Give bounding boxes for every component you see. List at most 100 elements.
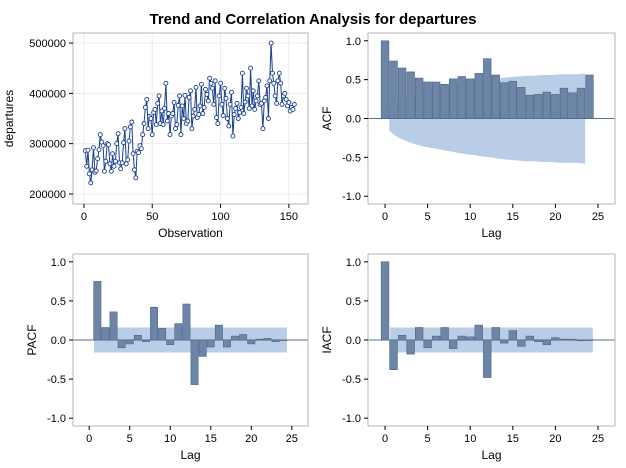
data-point xyxy=(173,126,178,132)
x-tick-label: 10 xyxy=(464,433,476,445)
data-point xyxy=(214,115,219,120)
data-point xyxy=(167,132,173,138)
data-point xyxy=(101,168,107,174)
data-point xyxy=(263,94,269,100)
bar xyxy=(406,339,415,355)
data-point xyxy=(148,116,154,121)
data-point xyxy=(189,126,195,132)
data-point xyxy=(140,132,146,138)
data-point xyxy=(182,92,188,98)
y-tick-label: -1.0 xyxy=(342,413,361,425)
bar xyxy=(133,334,142,341)
x-tick-label: 150 xyxy=(280,211,298,223)
x-tick-label: 20 xyxy=(549,433,561,445)
y-axis-label: ACF xyxy=(320,107,334,131)
bar xyxy=(142,339,150,342)
data-point xyxy=(164,118,170,124)
data-point xyxy=(216,93,222,99)
data-point xyxy=(132,167,137,173)
data-point xyxy=(170,111,176,116)
bar xyxy=(166,339,175,345)
bar xyxy=(483,58,492,119)
x-tick-label: 100 xyxy=(211,211,229,223)
data-point xyxy=(270,70,275,76)
y-axis-label: IACF xyxy=(320,326,334,353)
acf-plot-panel: 0 5 10 15 20 25 -1.0 -0.5 0.0 0.5 1.0 Lag ACF xyxy=(320,32,616,240)
x-tick-label: 25 xyxy=(592,211,604,223)
data-point xyxy=(209,85,215,91)
bar xyxy=(223,339,231,348)
data-point xyxy=(205,98,211,104)
x-tick-label: 15 xyxy=(205,433,217,445)
data-point xyxy=(100,143,106,149)
y-tick-label: 1.0 xyxy=(346,257,361,269)
data-point xyxy=(249,103,255,109)
bar xyxy=(414,77,424,119)
y-tick-label: -0.5 xyxy=(342,152,361,164)
x-tick-label: 5 xyxy=(425,433,431,445)
bar xyxy=(109,311,118,341)
data-point xyxy=(106,142,111,148)
data-point xyxy=(118,166,124,172)
y-tick-label: 1.0 xyxy=(346,36,361,48)
data-point xyxy=(283,96,289,102)
bar xyxy=(431,335,441,341)
data-point xyxy=(111,163,117,169)
figure-title: Trend and Correlation Analysis for depar… xyxy=(149,11,476,28)
x-tick-label: 5 xyxy=(127,433,133,445)
data-point xyxy=(267,78,273,84)
data-point xyxy=(208,80,214,86)
data-point xyxy=(171,99,177,105)
data-point xyxy=(279,101,285,107)
bar xyxy=(150,306,158,341)
bar xyxy=(585,339,594,341)
data-point xyxy=(178,132,184,138)
bar xyxy=(585,74,594,119)
data-point xyxy=(193,84,199,90)
x-tick-label: 0 xyxy=(81,211,87,223)
x-axis-label: Lag xyxy=(180,448,200,462)
x-tick-label: 25 xyxy=(592,433,604,445)
data-point xyxy=(254,93,260,99)
data-point xyxy=(239,70,245,76)
bar xyxy=(198,339,207,357)
data-point xyxy=(226,123,232,129)
data-point xyxy=(230,133,236,139)
data-point xyxy=(197,103,203,109)
data-point xyxy=(93,168,99,174)
data-point xyxy=(282,90,288,96)
data-point xyxy=(260,126,266,132)
bar xyxy=(279,339,288,341)
data-point xyxy=(133,175,139,181)
x-tick-label: 20 xyxy=(549,211,561,223)
data-point xyxy=(125,157,131,163)
data-point xyxy=(203,86,208,92)
bar xyxy=(255,338,264,341)
x-tick-label: 10 xyxy=(164,433,176,445)
bar xyxy=(414,327,424,341)
bar xyxy=(389,339,398,371)
bar xyxy=(406,71,415,119)
data-point xyxy=(141,121,147,126)
data-point xyxy=(122,126,128,132)
data-point xyxy=(235,116,241,121)
data-point xyxy=(234,100,240,106)
data-point xyxy=(223,95,229,101)
data-point xyxy=(265,116,271,121)
data-point xyxy=(156,93,162,99)
data-point xyxy=(231,112,237,117)
bar xyxy=(542,91,551,119)
data-point xyxy=(218,80,224,86)
data-point xyxy=(200,111,206,116)
data-point xyxy=(220,113,226,118)
data-point xyxy=(188,88,193,94)
bar xyxy=(500,82,509,119)
bar xyxy=(568,338,577,341)
data-point xyxy=(268,40,274,46)
data-point xyxy=(95,156,101,162)
data-point xyxy=(119,160,125,166)
bar xyxy=(93,281,102,341)
bar xyxy=(559,338,569,341)
data-point xyxy=(245,93,251,99)
data-point xyxy=(207,75,213,81)
